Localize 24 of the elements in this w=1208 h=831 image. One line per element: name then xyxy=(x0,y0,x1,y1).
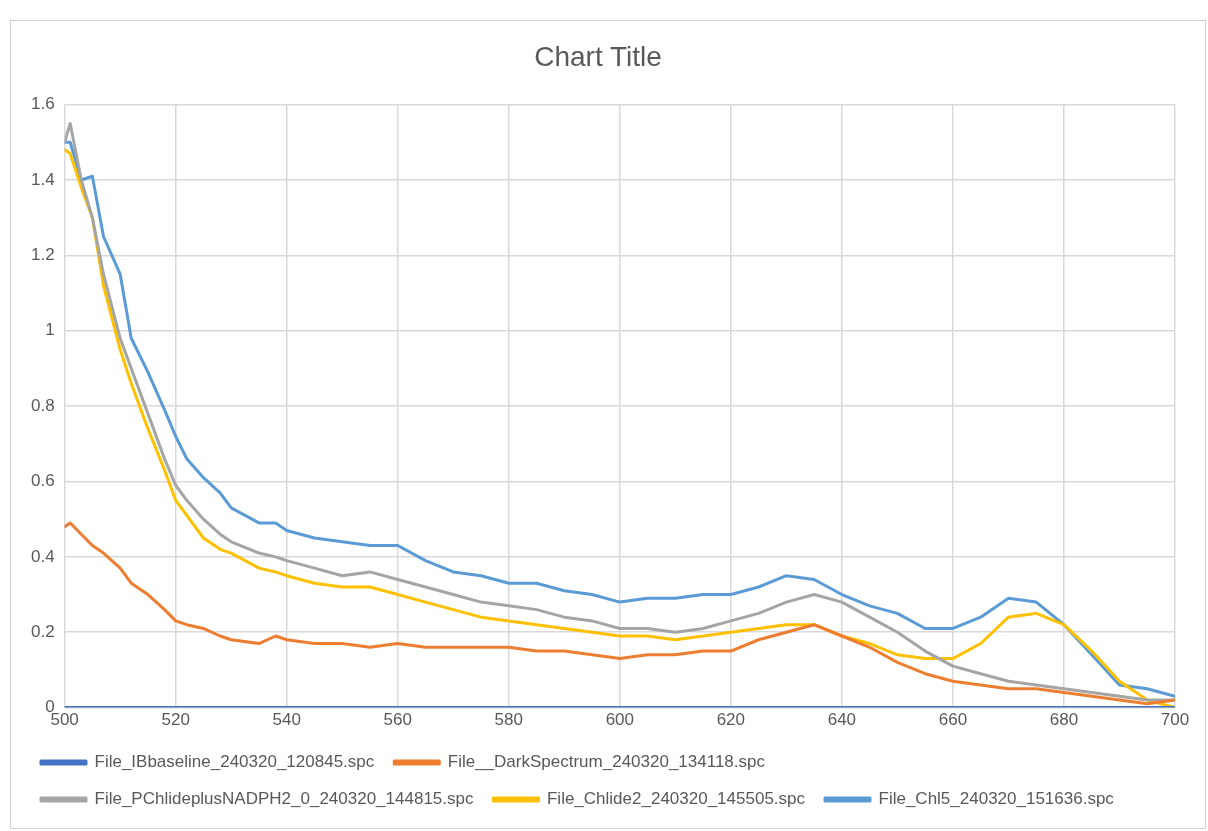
x-tick-label: 600 xyxy=(605,710,634,730)
x-tick-label: 580 xyxy=(494,710,523,730)
legend-label: File_Chl5_240320_151636.spc xyxy=(878,789,1115,809)
y-tick-label: 0.6 xyxy=(30,471,55,491)
x-tick-label: 520 xyxy=(161,710,190,730)
x-tick-label: 540 xyxy=(272,710,301,730)
y-tick-label: 0.2 xyxy=(30,621,55,641)
legend-label: File_IBbaseline_240320_120845.spc xyxy=(94,752,375,772)
legend-label: File__DarkSpectrum_240320_134118.spc xyxy=(447,752,766,772)
y-tick-label: 1.2 xyxy=(30,245,55,265)
x-tick-label: 700 xyxy=(1160,710,1190,730)
y-tick-label: 1 xyxy=(45,320,55,340)
x-tick-label: 620 xyxy=(716,710,746,730)
x-tick-label: 680 xyxy=(1049,710,1079,730)
chart-title: Chart Title xyxy=(534,40,662,72)
x-tick-label: 660 xyxy=(938,710,968,730)
y-tick-label: 0.8 xyxy=(30,395,55,415)
x-tick-label: 640 xyxy=(827,710,857,730)
y-tick-label: 1.4 xyxy=(30,169,55,189)
y-tick-label: 1.6 xyxy=(30,94,55,114)
y-tick-label: 0.4 xyxy=(30,546,55,566)
legend-label: File_PChlideplusNADPH2_0_240320_144815.spc xyxy=(94,789,474,809)
x-tick-label: 560 xyxy=(383,710,412,730)
legend-label: File_Chlide2_240320_145505.spc xyxy=(546,789,806,809)
